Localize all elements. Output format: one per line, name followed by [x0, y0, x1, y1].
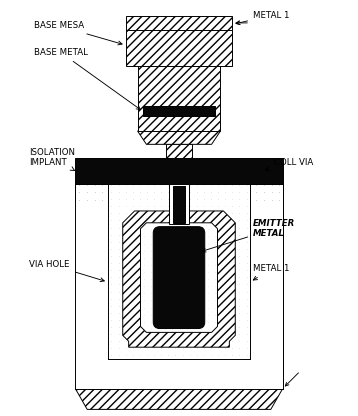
- FancyBboxPatch shape: [153, 227, 205, 329]
- Bar: [108, 184, 250, 359]
- Bar: [75, 184, 283, 389]
- Bar: [169, 184, 189, 224]
- Text: BASE MESA: BASE MESA: [34, 21, 122, 45]
- Bar: [144, 106, 214, 116]
- Bar: [126, 30, 232, 66]
- Bar: [75, 158, 283, 184]
- Text: METAL 1: METAL 1: [236, 11, 290, 25]
- Bar: [75, 201, 108, 389]
- Bar: [166, 144, 192, 158]
- Bar: [137, 66, 221, 131]
- Polygon shape: [75, 389, 283, 409]
- Bar: [75, 359, 283, 389]
- Text: METAL 1: METAL 1: [253, 264, 290, 280]
- Text: BASE METAL: BASE METAL: [34, 48, 140, 109]
- Polygon shape: [137, 131, 221, 144]
- Text: VIA HOLE: VIA HOLE: [29, 260, 104, 282]
- Bar: [126, 15, 232, 30]
- Text: EMITTER
METAL: EMITTER METAL: [202, 219, 295, 252]
- Text: ISOLATION
IMPLANT: ISOLATION IMPLANT: [29, 148, 76, 171]
- Polygon shape: [140, 223, 218, 332]
- Bar: [250, 201, 283, 389]
- Bar: [173, 186, 185, 223]
- Text: COLL VIA: COLL VIA: [266, 158, 313, 171]
- Polygon shape: [123, 211, 235, 347]
